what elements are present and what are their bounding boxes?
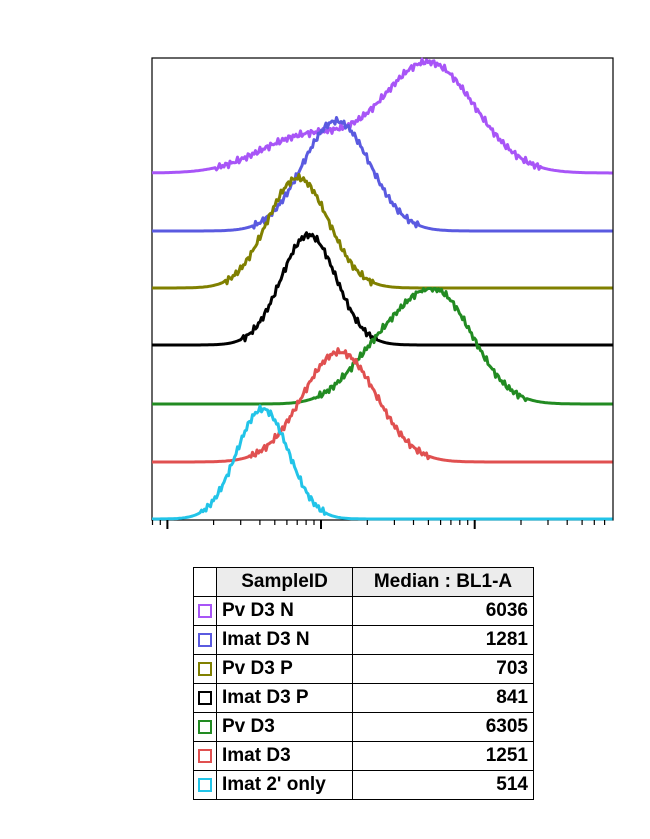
legend-swatch (198, 777, 212, 792)
legend-row: Pv D3 N 6036 (193, 596, 534, 626)
legend-median-value: 703 (352, 654, 534, 684)
legend-sample-id: Pv D3 P (216, 654, 353, 684)
histogram-curve (152, 347, 613, 464)
legend-swatch-cell (193, 741, 217, 771)
x-axis (151, 520, 606, 529)
legend-swatch (198, 632, 212, 647)
legend-sample-id: Imat D3 (216, 741, 353, 771)
legend-row: Imat D3 P 841 (193, 683, 534, 713)
legend-sample-id: Imat D3 P (216, 683, 353, 713)
legend-sample-id: Imat 2' only (216, 770, 353, 800)
legend-header-swatch (193, 567, 217, 597)
legend-median-value: 514 (352, 770, 534, 800)
legend-median-value: 1281 (352, 625, 534, 655)
legend-swatch-cell (193, 625, 217, 655)
histogram-curves (151, 57, 613, 521)
legend-swatch-cell (193, 596, 217, 626)
legend-sample-id: Imat D3 N (216, 625, 353, 655)
histogram-overlay-plot (151, 57, 614, 529)
legend-median-value: 1251 (352, 741, 534, 771)
histogram-curve (151, 57, 613, 175)
histogram-curve (152, 231, 613, 347)
legend-sample-id: Pv D3 (216, 712, 353, 742)
legend-swatch-cell (193, 712, 217, 742)
legend-median-value: 841 (352, 683, 534, 713)
legend-swatch (198, 719, 212, 734)
legend-swatch (198, 661, 212, 676)
legend-row: Pv D3 P 703 (193, 654, 534, 684)
legend-row: Imat D3 1251 (193, 741, 534, 771)
legend-row: Imat D3 N 1281 (193, 625, 534, 655)
legend-table: SampleID Median : BL1-A Pv D3 N 6036 Imat … (193, 567, 534, 800)
legend-swatch-cell (193, 770, 217, 800)
histogram-curve (152, 404, 613, 521)
legend-swatch (198, 603, 212, 618)
legend-swatch (198, 690, 212, 705)
legend-sample-id: Pv D3 N (216, 596, 353, 626)
legend-swatch-cell (193, 683, 217, 713)
legend-median-value: 6305 (352, 712, 534, 742)
legend-median-value: 6036 (352, 596, 534, 626)
legend-swatch (198, 748, 212, 763)
legend-header-median: Median : BL1-A (352, 567, 534, 597)
histogram-curve (152, 173, 613, 290)
legend-header-row: SampleID Median : BL1-A (193, 567, 534, 597)
histogram-curve (152, 287, 613, 406)
legend-swatch-cell (193, 654, 217, 684)
histogram-curve (152, 116, 613, 233)
legend-row: Pv D3 6305 (193, 712, 534, 742)
legend-header-sample-id: SampleID (216, 567, 353, 597)
legend-row: Imat 2' only 514 (193, 770, 534, 800)
